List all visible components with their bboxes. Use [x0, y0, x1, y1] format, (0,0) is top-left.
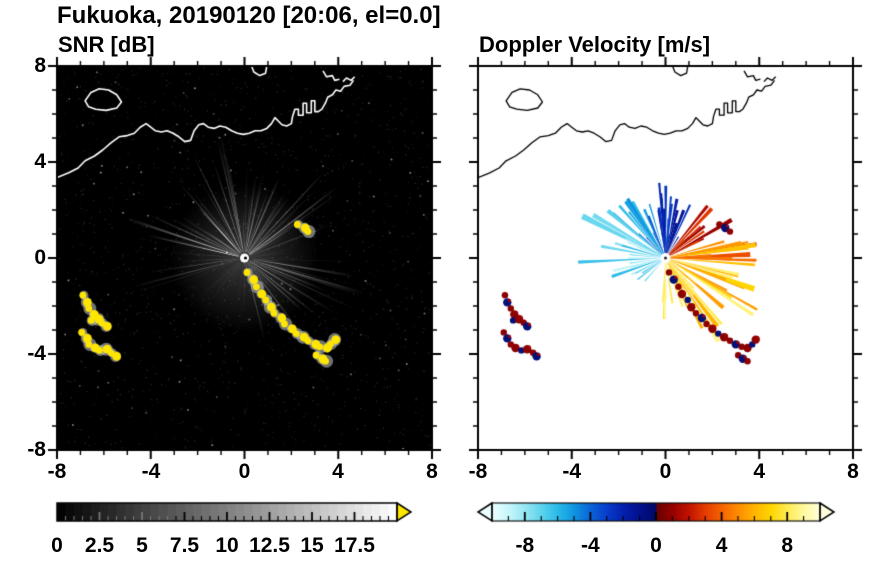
- doppler-colorbar-tick-label: -4: [581, 534, 600, 557]
- x-tick-label: -8: [468, 460, 488, 483]
- snr-colorbar-tick-label: 5: [136, 534, 148, 557]
- y-tick-label: -4: [27, 342, 46, 365]
- x-tick-label: -8: [47, 460, 67, 483]
- y-tick-label: 0: [34, 246, 46, 269]
- x-tick-label: -4: [562, 460, 582, 483]
- x-tick-label: 4: [753, 460, 766, 483]
- x-tick-label: -4: [141, 460, 161, 483]
- snr-colorbar-tick-label: 2.5: [84, 534, 115, 557]
- doppler-ppi-plot: [466, 54, 865, 462]
- snr-colorbar-tick-label: 17.5: [334, 534, 375, 557]
- snr-colorbar-tick-label: 10: [215, 534, 239, 557]
- snr-colorbar-tick-label: 15: [300, 534, 324, 557]
- x-tick-label: 4: [332, 460, 344, 483]
- x-tick-label: 8: [426, 460, 438, 483]
- doppler-colorbar-tick-label: -8: [515, 534, 535, 557]
- snr-panel-title: SNR [dB]: [58, 32, 155, 57]
- x-tick-label: 8: [847, 460, 859, 483]
- y-tick-label: 8: [34, 54, 46, 77]
- y-tick-label: 4: [34, 150, 46, 173]
- doppler-panel-title: Doppler Velocity [m/s]: [479, 32, 711, 57]
- figure-title: Fukuoka, 20190120 [20:06, el=0.0]: [57, 2, 441, 29]
- snr-colorbar: [50, 498, 420, 528]
- snr-colorbar-tick-label: 7.5: [169, 534, 200, 557]
- snr-ppi-plot: [45, 54, 444, 462]
- doppler-colorbar: [474, 498, 836, 528]
- doppler-colorbar-tick-label: 0: [650, 534, 662, 557]
- doppler-colorbar-tick-label: 8: [781, 534, 794, 557]
- y-tick-label: -8: [27, 438, 46, 461]
- snr-colorbar-tick-label: 0: [51, 534, 63, 557]
- x-tick-label: 0: [238, 460, 251, 483]
- doppler-colorbar-tick-label: 4: [715, 534, 728, 557]
- x-tick-label: 0: [659, 460, 672, 483]
- snr-colorbar-tick-label: 12.5: [249, 534, 290, 557]
